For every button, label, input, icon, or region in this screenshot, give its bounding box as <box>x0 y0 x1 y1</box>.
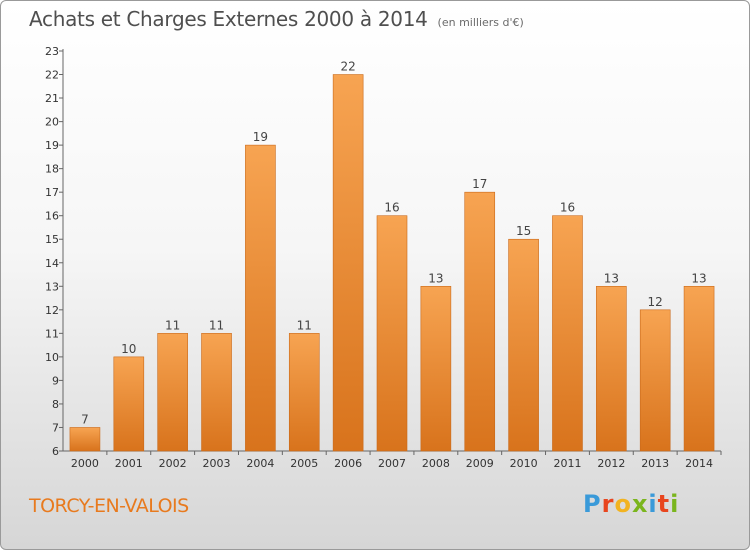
bar-2004 <box>245 144 276 452</box>
value-label-2004: 19 <box>253 130 268 144</box>
value-label-2009: 17 <box>472 177 487 191</box>
value-label-2012: 13 <box>604 271 619 285</box>
logo-letter: t <box>657 490 671 518</box>
y-tick-label: 12 <box>45 304 59 317</box>
value-label-2000: 7 <box>81 412 89 426</box>
value-label-2002: 11 <box>165 318 180 332</box>
bar-2005 <box>288 333 320 452</box>
y-tick-label: 6 <box>52 445 59 458</box>
logo-letter: r <box>601 490 615 518</box>
y-tick-label: 23 <box>45 45 59 58</box>
bar-2011 <box>552 215 583 452</box>
y-tick-label: 16 <box>45 210 59 223</box>
y-tick-label: 13 <box>45 280 59 293</box>
y-tick-label: 20 <box>45 116 59 129</box>
chart-title-text: Achats et Charges Externes 2000 à 2014 <box>29 7 428 31</box>
bar-2002 <box>157 333 188 452</box>
x-tick-label-2001: 2001 <box>115 457 143 470</box>
y-tick-label: 11 <box>45 327 59 340</box>
value-label-2008: 13 <box>428 271 443 285</box>
x-tick-label-2014: 2014 <box>685 457 713 470</box>
bar-2014 <box>683 285 715 452</box>
y-tick-label: 8 <box>52 398 59 411</box>
y-tick-label: 15 <box>45 233 59 246</box>
chart-title: Achats et Charges Externes 2000 à 2014 (e… <box>29 7 524 31</box>
x-tick-label-2005: 2005 <box>290 457 318 470</box>
logo-letter: x <box>631 490 649 518</box>
y-tick-label: 17 <box>45 186 59 199</box>
logo-letter: i <box>670 490 680 518</box>
y-tick-label: 7 <box>52 421 59 434</box>
value-label-2006: 22 <box>340 60 355 74</box>
value-label-2003: 11 <box>209 318 224 332</box>
x-tick-label-2010: 2010 <box>510 457 538 470</box>
x-tick-label-2004: 2004 <box>246 457 274 470</box>
x-tick-label-2002: 2002 <box>159 457 187 470</box>
x-tick-label-2007: 2007 <box>378 457 406 470</box>
bar-2012 <box>596 285 627 452</box>
proxiti-logo: Proxiti <box>583 490 679 518</box>
y-tick-label: 21 <box>45 92 59 105</box>
y-tick-label: 9 <box>52 374 59 387</box>
value-label-2011: 16 <box>560 201 575 215</box>
x-tick-label-2000: 2000 <box>71 457 99 470</box>
logo-letter: i <box>648 490 658 518</box>
x-tick-label-2013: 2013 <box>641 457 669 470</box>
bar-2010 <box>508 238 539 452</box>
value-label-2010: 15 <box>516 224 531 238</box>
x-tick-label-2003: 2003 <box>203 457 231 470</box>
value-label-2014: 13 <box>691 271 706 285</box>
x-tick-label-2008: 2008 <box>422 457 450 470</box>
bar-2013 <box>639 309 671 452</box>
value-label-2005: 11 <box>297 318 312 332</box>
y-tick-label: 19 <box>45 139 59 152</box>
bar-2006 <box>332 74 364 452</box>
chart-subtitle: (en milliers d'€) <box>437 16 524 29</box>
x-tick-label-2009: 2009 <box>466 457 494 470</box>
y-tick-label: 18 <box>45 163 59 176</box>
value-label-2007: 16 <box>384 201 399 215</box>
x-tick-label-2011: 2011 <box>553 457 581 470</box>
commune-name: TORCY-EN-VALOIS <box>29 495 189 517</box>
logo-letter: o <box>614 490 632 518</box>
bar-2007 <box>376 215 408 452</box>
bar-2001 <box>113 356 145 452</box>
bar-2003 <box>201 333 232 452</box>
bar-2008 <box>420 285 452 452</box>
value-label-2013: 12 <box>648 295 663 309</box>
y-tick-label: 22 <box>45 69 59 82</box>
logo-letter: P <box>583 490 602 518</box>
bar-2000 <box>69 427 101 452</box>
axes: 6 7 8 9 10 11 12 13 14 15 16 17 18 19 20 21 22 23 2000 2001… <box>45 45 722 470</box>
x-tick-label-2006: 2006 <box>334 457 362 470</box>
bars: 7 10 11 11 19 11 22 16 13 17 15 16 13 12 13 <box>69 60 715 452</box>
x-tick-label-2012: 2012 <box>597 457 625 470</box>
y-tick-label: 14 <box>45 257 59 270</box>
y-tick-label: 10 <box>45 351 59 364</box>
bar-2009 <box>464 191 496 452</box>
value-label-2001: 10 <box>121 342 136 356</box>
